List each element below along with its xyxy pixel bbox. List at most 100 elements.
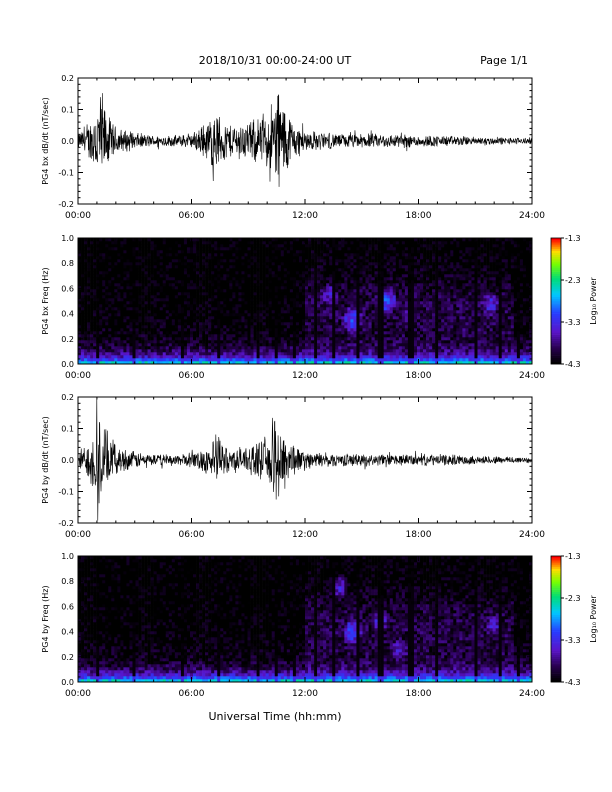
heatmap-cell xyxy=(241,262,244,265)
heatmap-cell xyxy=(220,331,223,334)
heatmap-cell xyxy=(172,325,175,328)
heatmap-cell xyxy=(241,346,244,349)
heatmap-cell xyxy=(151,331,154,334)
heatmap-cell xyxy=(142,253,145,256)
heatmap-cell xyxy=(187,244,190,247)
heatmap-cell xyxy=(244,295,247,298)
heatmap-cell xyxy=(190,340,193,343)
heatmap-cell xyxy=(223,358,226,361)
heatmap-cell xyxy=(235,337,238,340)
heatmap-cell xyxy=(184,295,187,298)
heatmap-cell xyxy=(244,286,247,289)
heatmap-cell xyxy=(93,316,96,319)
heatmap-cell xyxy=(102,358,105,361)
heatmap-cell xyxy=(120,328,123,331)
heatmap-cell xyxy=(111,277,114,280)
heatmap-cell xyxy=(139,268,142,271)
heatmap-cell xyxy=(157,250,160,253)
heatmap-cell xyxy=(205,274,208,277)
heatmap-cell xyxy=(208,265,211,268)
heatmap-cell xyxy=(226,292,229,295)
heatmap-cell xyxy=(178,346,181,349)
heatmap-cell xyxy=(202,262,205,265)
heatmap-cell xyxy=(220,328,223,331)
heatmap-cell xyxy=(223,349,226,352)
heatmap-cell xyxy=(235,334,238,337)
heatmap-cell xyxy=(190,325,193,328)
heatmap-cell xyxy=(178,355,181,358)
heatmap-cell xyxy=(123,304,126,307)
heatmap-cell xyxy=(178,343,181,346)
heatmap-cell xyxy=(87,253,90,256)
heatmap-cell xyxy=(108,319,111,322)
heatmap-cell xyxy=(114,313,117,316)
heatmap-cell xyxy=(102,355,105,358)
heatmap-cell xyxy=(145,334,148,337)
heatmap-cell xyxy=(136,331,139,334)
heatmap-cell xyxy=(211,244,214,247)
heatmap-cell xyxy=(181,283,184,286)
heatmap-cell xyxy=(102,280,105,283)
heatmap-cell xyxy=(105,316,108,319)
heatmap-cell xyxy=(232,337,235,340)
heatmap-cell xyxy=(142,259,145,262)
heatmap-cell xyxy=(214,298,217,301)
heatmap-cell xyxy=(244,262,247,265)
heatmap-cell xyxy=(223,250,226,253)
heatmap-cell xyxy=(84,313,87,316)
heatmap-cell xyxy=(148,310,151,313)
heatmap-cell xyxy=(123,250,126,253)
heatmap-cell xyxy=(117,325,120,328)
heatmap-cell xyxy=(217,280,220,283)
heatmap-cell xyxy=(193,346,196,349)
heatmap-cell xyxy=(211,262,214,265)
heatmap-cell xyxy=(199,241,202,244)
heatmap-cell xyxy=(90,337,93,340)
heatmap-cell xyxy=(202,352,205,355)
heatmap-cell xyxy=(132,295,135,298)
heatmap-cell xyxy=(166,337,169,340)
heatmap-cell xyxy=(105,319,108,322)
heatmap-cell xyxy=(257,316,260,319)
y-axis-label: PG4 bx dB/dt (nT/sec) xyxy=(41,97,50,184)
heatmap-cell xyxy=(151,289,154,292)
heatmap-cell xyxy=(208,319,211,322)
heatmap-cell xyxy=(238,343,241,346)
heatmap-cell xyxy=(129,265,132,268)
heatmap-cell xyxy=(232,313,235,316)
heatmap-cell xyxy=(108,277,111,280)
heatmap-cell xyxy=(136,265,139,268)
heatmap-cell xyxy=(93,247,96,250)
heatmap-cell xyxy=(126,292,129,295)
heatmap-cell xyxy=(223,310,226,313)
heatmap-cell xyxy=(132,298,135,301)
heatmap-cell xyxy=(187,340,190,343)
heatmap-cell xyxy=(172,262,175,265)
heatmap-cell xyxy=(136,244,139,247)
heatmap-cell xyxy=(87,349,90,352)
heatmap-cell xyxy=(99,277,102,280)
heatmap-cell xyxy=(105,274,108,277)
heatmap-cell xyxy=(196,262,199,265)
heatmap-cell xyxy=(257,277,260,280)
heatmap-cell xyxy=(129,352,132,355)
heatmap-cell xyxy=(142,301,145,304)
heatmap-cell xyxy=(90,265,93,268)
heatmap-cell xyxy=(90,292,93,295)
heatmap-cell xyxy=(157,304,160,307)
heatmap-cell xyxy=(117,307,120,310)
heatmap-cell xyxy=(235,313,238,316)
heatmap-cell xyxy=(108,253,111,256)
heatmap-cell xyxy=(81,274,84,277)
heatmap-cell xyxy=(148,328,151,331)
heatmap-cell xyxy=(148,253,151,256)
heatmap-cell xyxy=(145,244,148,247)
heatmap-cell xyxy=(241,292,244,295)
heatmap-cell xyxy=(223,319,226,322)
heatmap-cell xyxy=(111,244,114,247)
heatmap-cell xyxy=(238,316,241,319)
heatmap-cell xyxy=(160,352,163,355)
heatmap-cell xyxy=(99,352,102,355)
heatmap-cell xyxy=(166,355,169,358)
heatmap-cell xyxy=(223,265,226,268)
